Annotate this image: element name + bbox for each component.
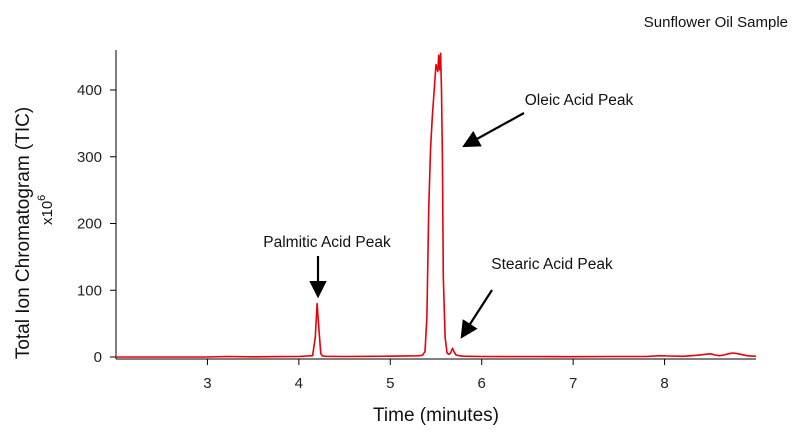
y-tick-label: 300	[77, 149, 102, 166]
annotation-palmitic-label: Palmitic Acid Peak	[263, 234, 391, 251]
annotation-stearic-label: Stearic Acid Peak	[491, 256, 613, 273]
x-tick-label: 3	[203, 375, 211, 392]
y-axis-title: Total Ion Chromatogram (TIC)	[13, 107, 34, 359]
x-tick-label: 5	[386, 375, 394, 392]
x-tick-label: 6	[478, 375, 486, 392]
annotation-oleic-label: Oleic Acid Peak	[525, 92, 634, 109]
y-tick-label: 200	[77, 216, 102, 233]
y-ticks: 0 100 200 300 400	[77, 82, 116, 366]
y-tick-label: 400	[77, 82, 102, 99]
axes	[115, 50, 756, 360]
sample-label: Sunflower Oil Sample	[644, 14, 788, 31]
series-line	[116, 52, 757, 358]
y-tick-label: 0	[94, 349, 102, 366]
x-ticks: 3 4 5 6 7 8	[203, 359, 669, 392]
x-axis-title: Time (minutes)	[373, 405, 499, 426]
y-multiplier-exp: 6	[36, 195, 48, 201]
x-tick-label: 7	[569, 375, 577, 392]
series-layer	[116, 52, 757, 358]
annotation-stearic-arrow	[460, 289, 493, 339]
svg-text:x106: x106	[36, 195, 56, 225]
x-tick-label: 4	[295, 375, 303, 392]
y-multiplier: x106	[36, 195, 56, 225]
y-multiplier-base: x10	[39, 201, 56, 225]
annotation-oleic-arrow	[462, 112, 525, 148]
y-tick-label: 100	[77, 282, 102, 299]
x-tick-label: 8	[660, 375, 668, 392]
